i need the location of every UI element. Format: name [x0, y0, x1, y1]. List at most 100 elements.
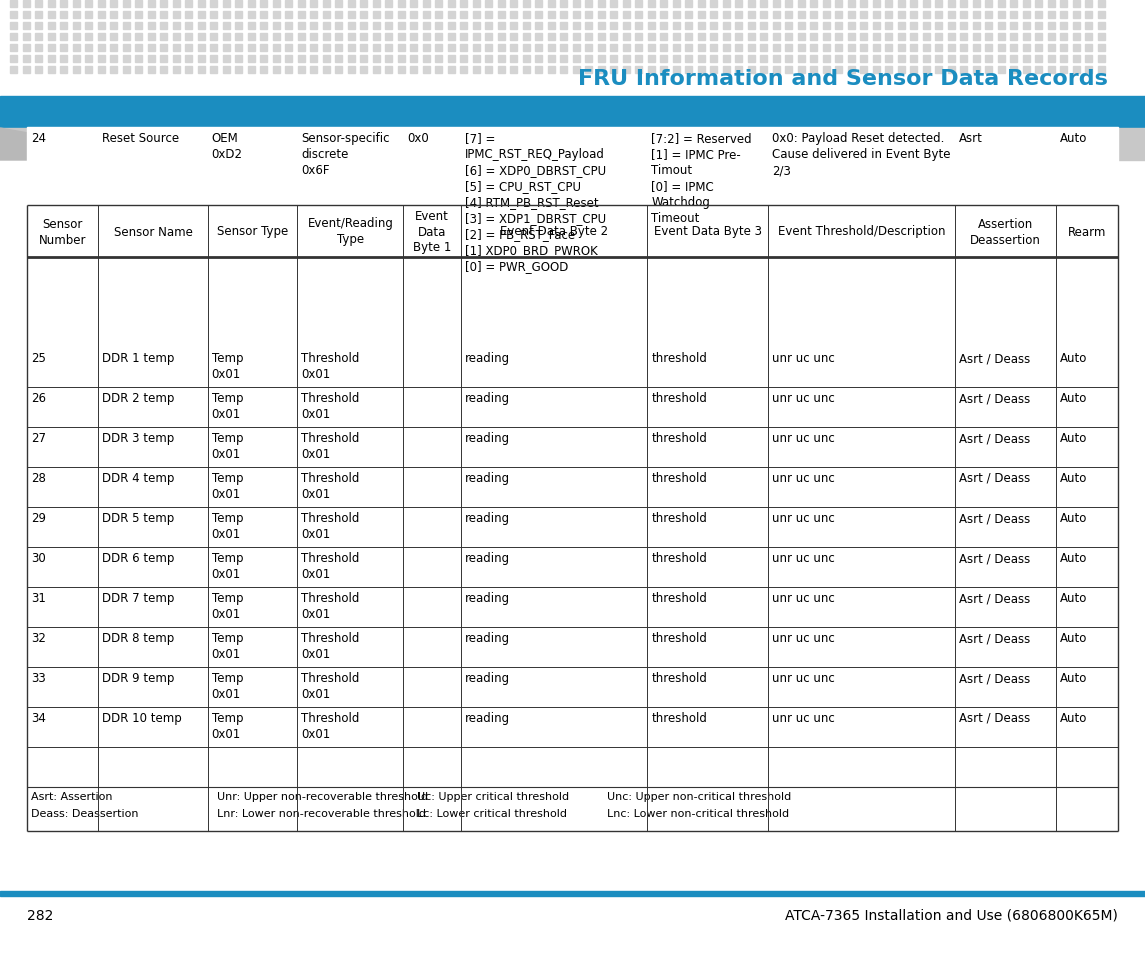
Bar: [1048, 23, 1055, 30]
Bar: [497, 1, 505, 8]
Bar: [972, 34, 979, 41]
Bar: [898, 1, 905, 8]
Bar: [648, 12, 655, 19]
Bar: [685, 12, 692, 19]
Text: DDR 6 temp: DDR 6 temp: [102, 552, 175, 564]
Bar: [335, 45, 342, 52]
Bar: [347, 67, 355, 74]
Bar: [697, 1, 704, 8]
Bar: [722, 45, 729, 52]
Bar: [885, 12, 892, 19]
Bar: [1073, 67, 1080, 74]
Bar: [960, 1, 968, 8]
Bar: [310, 1, 317, 8]
Text: Table 9-8 Sensor Data Records (continued): Table 9-8 Sensor Data Records (continued…: [29, 181, 386, 199]
Bar: [660, 56, 668, 63]
Bar: [847, 23, 854, 30]
Bar: [335, 12, 342, 19]
Bar: [335, 56, 342, 63]
Bar: [810, 23, 818, 30]
Bar: [135, 45, 142, 52]
Bar: [635, 34, 642, 41]
Bar: [997, 67, 1004, 74]
Bar: [798, 56, 805, 63]
Bar: [1048, 56, 1055, 63]
Bar: [760, 23, 767, 30]
Text: Uc: Upper critical threshold: Uc: Upper critical threshold: [417, 791, 569, 801]
Bar: [423, 1, 429, 8]
Bar: [85, 34, 92, 41]
Bar: [648, 1, 655, 8]
Bar: [273, 56, 279, 63]
Bar: [948, 45, 955, 52]
Bar: [460, 67, 467, 74]
Bar: [97, 45, 104, 52]
Bar: [360, 12, 368, 19]
Bar: [660, 34, 668, 41]
Bar: [610, 34, 617, 41]
Text: DDR 10 temp: DDR 10 temp: [102, 711, 182, 724]
Bar: [485, 67, 492, 74]
Bar: [23, 12, 30, 19]
Bar: [722, 56, 729, 63]
Bar: [1035, 67, 1042, 74]
Text: Temp
0x01: Temp 0x01: [212, 512, 243, 540]
Text: 282: 282: [27, 908, 54, 923]
Bar: [435, 1, 442, 8]
Bar: [697, 12, 704, 19]
Bar: [1098, 34, 1105, 41]
Polygon shape: [0, 129, 1145, 161]
Bar: [847, 67, 854, 74]
Bar: [222, 1, 229, 8]
Bar: [972, 56, 979, 63]
Bar: [885, 1, 892, 8]
Bar: [335, 1, 342, 8]
Bar: [923, 45, 930, 52]
Text: DDR 8 temp: DDR 8 temp: [102, 631, 174, 644]
Text: Sensor-specific
discrete
0x6F: Sensor-specific discrete 0x6F: [301, 132, 390, 177]
Text: Asrt / Deass: Asrt / Deass: [958, 352, 1029, 365]
Text: unr uc unc: unr uc unc: [772, 711, 835, 724]
Bar: [473, 1, 480, 8]
Bar: [1022, 67, 1029, 74]
Bar: [23, 1, 30, 8]
Text: threshold: threshold: [652, 631, 708, 644]
Text: 29: 29: [31, 512, 46, 524]
Bar: [997, 23, 1004, 30]
Bar: [623, 67, 630, 74]
Bar: [385, 45, 392, 52]
Bar: [898, 56, 905, 63]
Bar: [485, 23, 492, 30]
Bar: [835, 45, 842, 52]
Bar: [72, 67, 79, 74]
Text: Rearm: Rearm: [1068, 225, 1106, 238]
Text: Deass: Deassertion: Deass: Deassertion: [31, 808, 139, 818]
Bar: [497, 12, 505, 19]
Bar: [47, 1, 55, 8]
Text: 31: 31: [31, 592, 46, 604]
Bar: [10, 34, 17, 41]
Bar: [1022, 34, 1029, 41]
Bar: [410, 12, 417, 19]
Bar: [285, 12, 292, 19]
Bar: [323, 1, 330, 8]
Bar: [173, 1, 180, 8]
Bar: [635, 67, 642, 74]
Bar: [323, 34, 330, 41]
Bar: [610, 1, 617, 8]
Bar: [898, 45, 905, 52]
Bar: [347, 45, 355, 52]
Text: DDR 2 temp: DDR 2 temp: [102, 392, 175, 405]
Bar: [10, 1, 17, 8]
Bar: [785, 1, 792, 8]
Bar: [872, 67, 879, 74]
Bar: [323, 67, 330, 74]
Text: Threshold
0x01: Threshold 0x01: [301, 472, 360, 500]
Text: 30: 30: [31, 552, 46, 564]
Bar: [722, 1, 729, 8]
Bar: [260, 23, 267, 30]
Bar: [935, 56, 942, 63]
Bar: [485, 34, 492, 41]
Bar: [360, 23, 368, 30]
Bar: [872, 1, 879, 8]
